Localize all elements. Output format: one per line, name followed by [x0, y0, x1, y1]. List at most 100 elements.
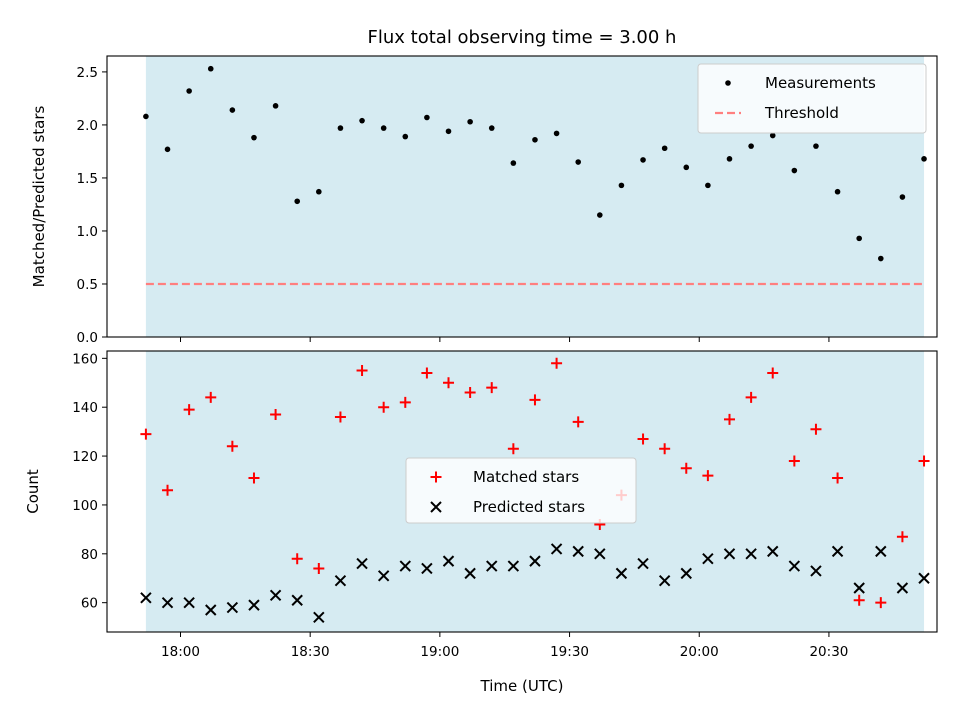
predicted-stars-point [507, 560, 520, 572]
matched-stars-point [745, 391, 757, 403]
predicted-stars-point [205, 604, 217, 616]
predicted-stars-point [702, 552, 714, 565]
matched-stars-point [313, 562, 325, 574]
count-panel: 60 80 100 120 140 160 18:00 18:30 19:00 19:30 20:0… [24, 350, 938, 660]
measurement-point [640, 157, 646, 163]
measurement-point [424, 114, 430, 121]
matched-stars-point [702, 470, 714, 482]
measurement-point [488, 125, 495, 131]
predicted-stars-point [875, 545, 887, 558]
measurement-point [272, 103, 279, 109]
measurement-point [683, 164, 690, 171]
measurement-point [597, 212, 603, 218]
legend-label: Measurements [765, 74, 876, 92]
measurement-point [229, 107, 236, 113]
predicted-stars-point [918, 572, 930, 584]
axes-frame [106, 350, 938, 633]
y-tick-label: 0.5 [77, 277, 98, 293]
predicted-stars-point [421, 562, 433, 575]
measurement-point [359, 117, 365, 124]
legend-label: Predicted stars [473, 498, 585, 516]
series-predicted-stars [140, 543, 930, 624]
predicted-stars-point [486, 560, 498, 572]
y-tick-label: 2.5 [77, 65, 98, 81]
matched-stars-point [140, 428, 152, 440]
measurement-point [532, 136, 538, 143]
predicted-stars-point [723, 548, 736, 560]
predicted-stars-point [140, 592, 152, 604]
matched-stars-point [659, 443, 671, 455]
predicted-stars-point [377, 570, 390, 582]
predicted-stars-point [334, 574, 347, 587]
matched-stars-point [248, 472, 260, 484]
predicted-stars-point [248, 599, 260, 611]
y-axis-label: Count [24, 469, 42, 514]
predicted-stars-point [313, 611, 325, 624]
predicted-stars-point [594, 548, 606, 560]
legend: Matched stars Predicted stars [405, 457, 637, 524]
legend-label: Matched stars [473, 468, 579, 486]
matched-stars-point [183, 404, 195, 416]
matched-stars-point [486, 382, 498, 394]
predicted-stars-point [161, 596, 174, 609]
matched-stars-point [637, 433, 649, 445]
measurement-point [510, 160, 517, 166]
measurement-point [748, 143, 754, 149]
matched-stars-point [680, 462, 692, 474]
predicted-stars-point [442, 555, 455, 567]
matched-stars-point [853, 594, 865, 606]
predicted-stars-point [810, 565, 822, 577]
predicted-stars-point [831, 545, 844, 558]
matched-stars-point [832, 472, 844, 484]
legend-label: Threshold [764, 104, 839, 122]
measurement-point [661, 145, 668, 152]
matched-stars-point [572, 416, 584, 428]
matched-stars-point [551, 357, 563, 369]
matched-stars-point [443, 377, 455, 389]
x-tick-label: 20:00 [680, 644, 719, 660]
y-tick-label: 80 [81, 547, 98, 563]
measurement-point [164, 146, 171, 153]
legend: Measurements Threshold [697, 63, 927, 134]
legend-box [697, 63, 927, 134]
measurement-point [445, 128, 452, 135]
measurement-point [878, 255, 884, 262]
predicted-stars-point [183, 596, 195, 609]
matched-stars-point [464, 387, 476, 399]
predicted-stars-point [788, 560, 801, 572]
predicted-stars-point [680, 567, 692, 580]
matched-stars-point [356, 365, 368, 377]
y-axis-label: Matched/Predicted stars [30, 106, 48, 288]
matched-stars-point [226, 440, 238, 452]
predicted-stars-point [896, 582, 909, 594]
x-tick-label: 18:30 [291, 644, 330, 660]
x-tick-label: 19:30 [550, 644, 589, 660]
predicted-stars-point [745, 548, 757, 560]
predicted-stars-point [269, 589, 282, 602]
predicted-stars-point [615, 567, 628, 580]
y-tick-label: 1.5 [77, 171, 98, 187]
measurement-point [251, 134, 257, 141]
y-tick-label: 140 [72, 400, 98, 416]
legend-box [405, 457, 637, 524]
measurement-point [791, 167, 798, 174]
ratio-panel: 0.0 0.5 1.0 1.5 2.0 2.5 Matched/Predicted star… [30, 55, 938, 346]
predicted-stars-point [399, 560, 411, 572]
matched-stars-point [421, 367, 433, 379]
measurement-point [618, 182, 625, 189]
y-tick-label: 60 [81, 596, 98, 612]
measurement-point [143, 113, 149, 120]
series-measurements [143, 65, 927, 262]
y-tick-label: 120 [72, 449, 98, 465]
predicted-stars-point [464, 567, 476, 580]
matched-stars-point [162, 484, 174, 496]
predicted-stars-point [572, 545, 584, 558]
predicted-stars-point [658, 574, 671, 587]
measurement-point [186, 88, 192, 94]
y-tick-label: 0.0 [77, 330, 98, 346]
y-tick-label: 2.0 [77, 118, 98, 134]
matched-stars-point [918, 455, 930, 467]
predicted-stars-point [550, 543, 563, 555]
measurement-point [380, 125, 387, 131]
matched-stars-point [507, 443, 519, 455]
